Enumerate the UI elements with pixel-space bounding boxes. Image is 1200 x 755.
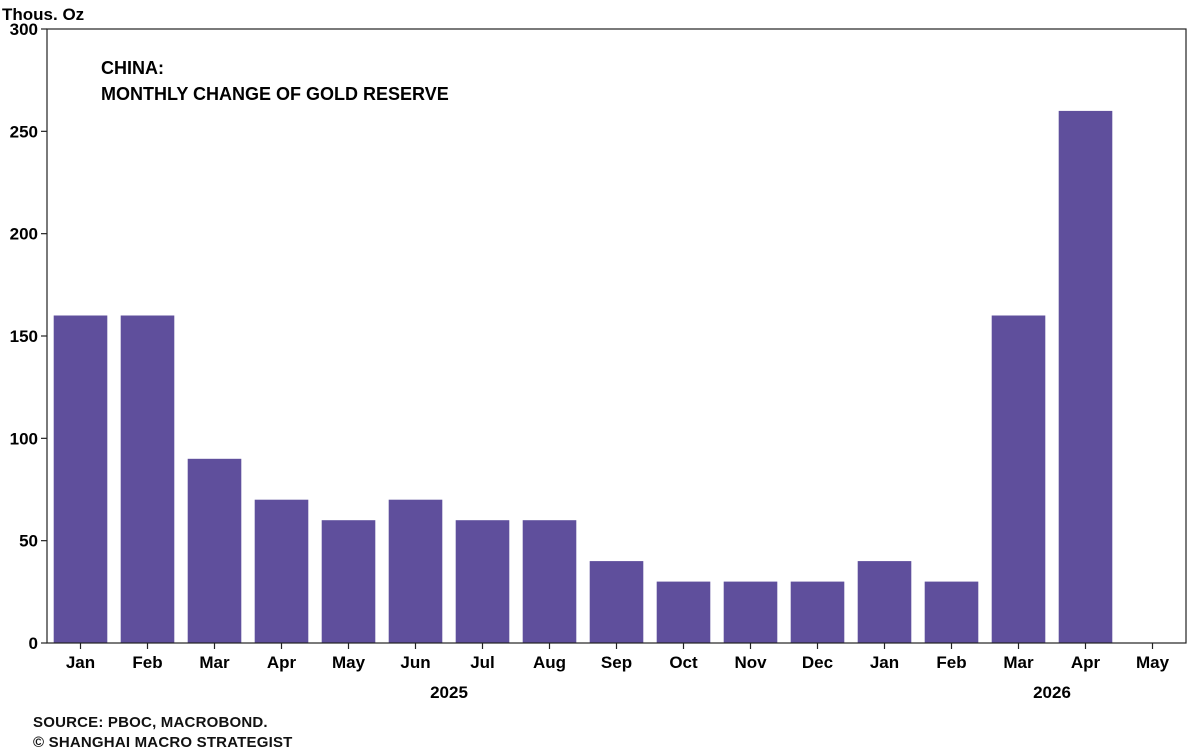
bar-9 bbox=[656, 581, 711, 643]
x-tick-label: Nov bbox=[734, 653, 767, 672]
source-note: SOURCE: PBOC, MACROBOND. bbox=[33, 714, 268, 731]
bar-0 bbox=[53, 315, 108, 643]
y-axis-label: Thous. Oz bbox=[2, 5, 84, 24]
bar-14 bbox=[991, 315, 1046, 643]
y-tick-label: 150 bbox=[10, 327, 38, 346]
y-tick-label: 250 bbox=[10, 122, 38, 141]
bar-1 bbox=[120, 315, 175, 643]
x-tick-label: Apr bbox=[1071, 653, 1101, 672]
copyright-note: © SHANGHAI MACRO STRATEGIST bbox=[33, 734, 293, 751]
x-tick-label: Feb bbox=[936, 653, 966, 672]
bar-8 bbox=[589, 561, 644, 643]
bar-10 bbox=[723, 581, 778, 643]
x-tick-label: Dec bbox=[802, 653, 833, 672]
y-tick-label: 200 bbox=[10, 225, 38, 244]
y-tick-label: 50 bbox=[19, 532, 38, 551]
bar-7 bbox=[522, 520, 577, 643]
year-label: 2026 bbox=[1033, 683, 1071, 702]
bar-chart: Thous. Oz CHINA: MONTHLY CHANGE OF GOLD … bbox=[2, 5, 1187, 702]
bar-15 bbox=[1058, 110, 1113, 643]
x-tick-label: Feb bbox=[132, 653, 162, 672]
x-tick-label: Sep bbox=[601, 653, 632, 672]
bars bbox=[53, 110, 1113, 643]
bar-12 bbox=[857, 561, 912, 643]
bar-13 bbox=[924, 581, 979, 643]
x-tick-label: Jul bbox=[470, 653, 495, 672]
x-tick-label: Jan bbox=[66, 653, 95, 672]
x-tick-label: May bbox=[1136, 653, 1170, 672]
x-tick-label: May bbox=[332, 653, 366, 672]
chart-title-line-1: CHINA: bbox=[101, 58, 164, 78]
x-tick-label: Mar bbox=[199, 653, 230, 672]
bar-3 bbox=[254, 499, 309, 643]
year-labels: 2025 2026 bbox=[430, 683, 1071, 702]
bar-4 bbox=[321, 520, 376, 643]
y-ticks: 0 50 100 150 200 250 300 bbox=[10, 20, 47, 653]
chart-title-line-2: MONTHLY CHANGE OF GOLD RESERVE bbox=[101, 84, 449, 104]
plot-frame bbox=[46, 28, 1187, 644]
x-tick-label: Apr bbox=[267, 653, 297, 672]
x-ticks: Jan Feb Mar Apr May Jun Jul Aug Sep Oct Nov Dec Jan F… bbox=[66, 643, 1170, 672]
bar-6 bbox=[455, 520, 510, 643]
y-tick-label: 100 bbox=[10, 429, 38, 448]
x-tick-label: Jan bbox=[870, 653, 899, 672]
bar-5 bbox=[388, 499, 443, 643]
year-label: 2025 bbox=[430, 683, 468, 702]
x-tick-label: Mar bbox=[1003, 653, 1034, 672]
y-tick-label: 0 bbox=[29, 634, 38, 653]
x-tick-label: Jun bbox=[400, 653, 430, 672]
bar-2 bbox=[187, 458, 242, 643]
x-tick-label: Aug bbox=[533, 653, 566, 672]
x-tick-label: Oct bbox=[669, 653, 698, 672]
y-tick-label: 300 bbox=[10, 20, 38, 39]
bar-11 bbox=[790, 581, 845, 643]
